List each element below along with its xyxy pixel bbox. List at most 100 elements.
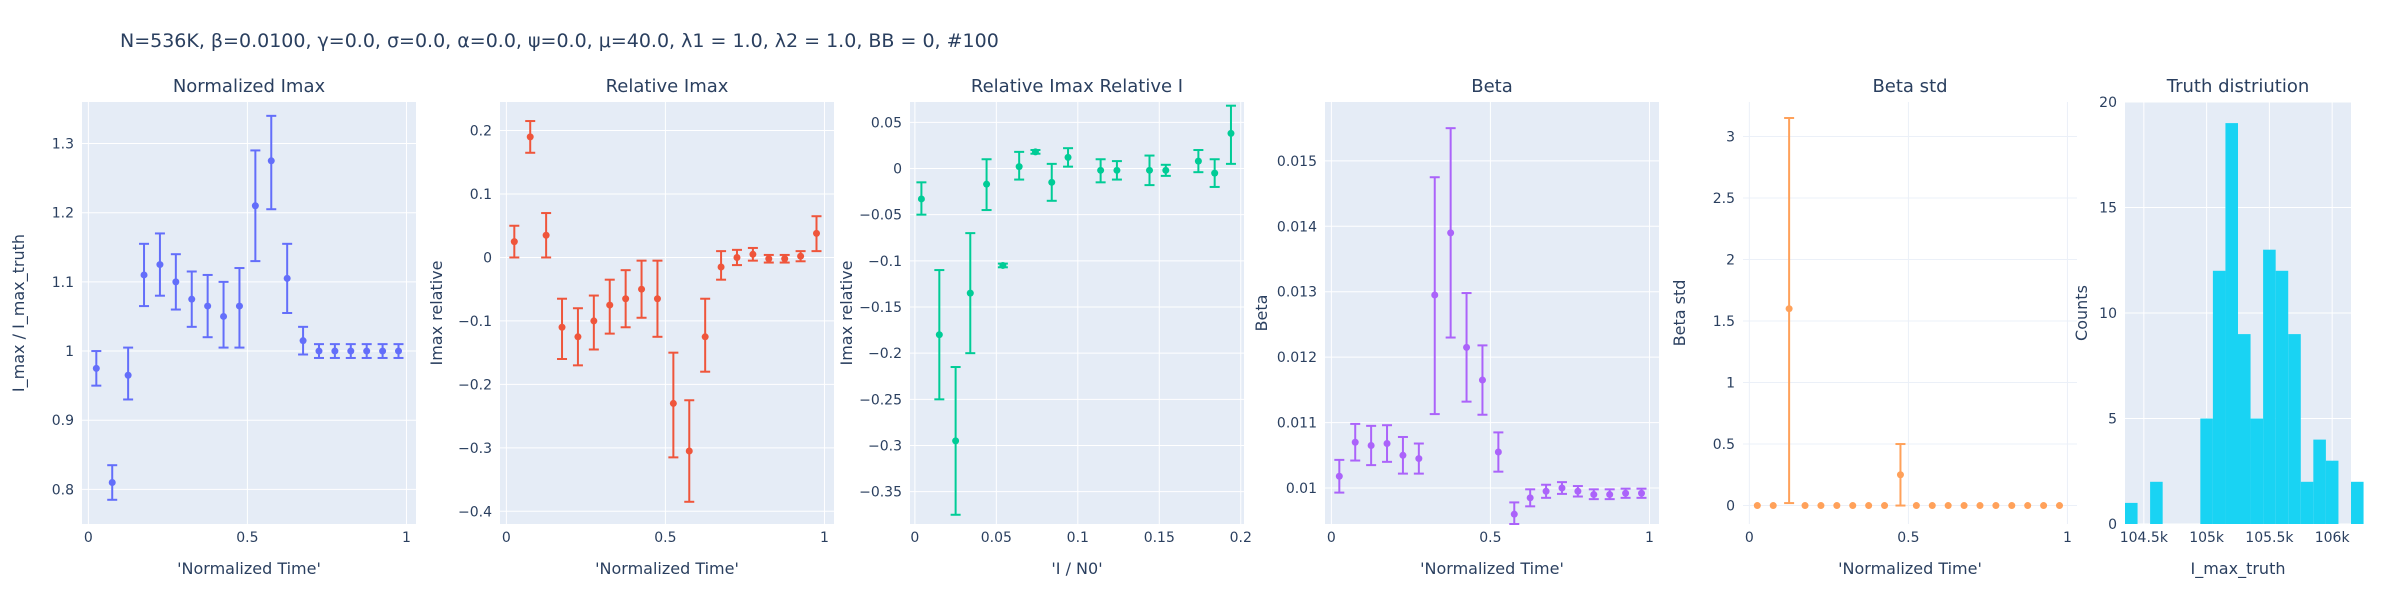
x-tick-label: 0 <box>1327 530 1336 546</box>
data-point <box>92 364 100 372</box>
data-point <box>733 253 741 261</box>
data-point <box>108 478 116 486</box>
data-point <box>1849 502 1857 510</box>
x-axis-label: 'Normalized Time' <box>1838 559 1982 578</box>
data-point <box>1478 376 1486 384</box>
data-point <box>172 278 180 286</box>
panel-title: Normalized Imax <box>173 76 326 97</box>
data-point <box>1064 153 1072 161</box>
x-tick-label: 0.05 <box>981 530 1012 546</box>
plot-background <box>1743 102 2077 524</box>
data-point <box>1574 487 1582 495</box>
histogram-bar <box>2150 481 2163 524</box>
y-tick-label: −0.2 <box>868 346 902 362</box>
data-point <box>510 238 518 246</box>
data-point <box>797 252 805 260</box>
data-point <box>1146 166 1154 174</box>
data-point <box>1510 510 1518 518</box>
data-point <box>653 295 661 303</box>
panel-title: Relative Imax <box>606 76 729 97</box>
histogram-bar <box>2200 418 2213 524</box>
data-point <box>1494 448 1502 456</box>
data-point <box>1769 502 1777 510</box>
x-tick-label: 106k <box>2315 530 2351 546</box>
y-tick-label: 0 <box>893 161 902 177</box>
panel-title: Beta std <box>1872 76 1947 97</box>
data-point <box>1383 440 1391 448</box>
data-point <box>638 285 646 293</box>
y-tick-label: 0.012 <box>1277 350 1317 366</box>
data-point <box>1526 494 1534 502</box>
y-tick-label: 0.5 <box>1713 437 1735 453</box>
data-point <box>952 437 960 445</box>
data-point <box>1960 502 1968 510</box>
x-tick-label: 1 <box>1645 530 1654 546</box>
data-point <box>1227 129 1235 137</box>
y-tick-label: −0.05 <box>859 208 902 224</box>
data-point <box>299 337 307 345</box>
x-tick-label: 0.15 <box>1144 530 1175 546</box>
histogram-bar <box>2250 418 2264 524</box>
y-tick-label: −0.35 <box>859 485 902 501</box>
data-point <box>1335 472 1343 480</box>
data-point <box>685 447 693 455</box>
data-point <box>1590 491 1598 499</box>
data-point <box>1431 291 1439 299</box>
data-point <box>606 301 614 309</box>
x-tick-label: 0.5 <box>1897 530 1919 546</box>
plot-background <box>82 102 416 524</box>
x-tick-label: 0 <box>910 530 919 546</box>
histogram-bar <box>2288 334 2301 524</box>
y-tick-label: −0.3 <box>868 439 902 455</box>
y-axis-label: I_max / I_max_truth <box>9 234 29 392</box>
data-point <box>1944 502 1952 510</box>
x-tick-label: 0.1 <box>1067 530 1089 546</box>
y-tick-label: 0.011 <box>1277 416 1317 432</box>
data-point <box>251 202 259 210</box>
histogram-bar <box>2325 460 2339 524</box>
x-tick-label: 0 <box>1745 530 1754 546</box>
y-tick-label: −0.3 <box>458 441 492 457</box>
data-point <box>267 157 275 165</box>
data-point <box>1992 502 2000 510</box>
data-point <box>999 261 1007 269</box>
data-point <box>379 347 387 355</box>
histogram-bar <box>2275 270 2289 524</box>
histogram-bar <box>2238 334 2251 524</box>
y-tick-label: 20 <box>2099 95 2117 111</box>
data-point <box>1753 502 1761 510</box>
data-point <box>781 255 789 263</box>
data-point <box>813 229 821 237</box>
y-tick-label: 0 <box>1726 499 1735 515</box>
y-tick-label: 0.014 <box>1277 219 1317 235</box>
x-tick-label: 0.5 <box>1479 530 1501 546</box>
data-point <box>1785 305 1793 313</box>
data-point <box>2024 502 2032 510</box>
data-point <box>2008 502 2016 510</box>
data-point <box>395 347 403 355</box>
y-tick-label: 0.1 <box>470 187 492 203</box>
y-tick-label: 1.2 <box>52 206 74 222</box>
data-point <box>701 333 709 341</box>
histogram-bar <box>2263 249 2276 524</box>
y-tick-label: 0.013 <box>1277 285 1317 301</box>
x-tick-label: 0 <box>502 530 511 546</box>
data-point <box>1976 502 1984 510</box>
data-point <box>1622 489 1630 497</box>
y-tick-label: 0 <box>483 250 492 266</box>
y-axis-label: Beta std <box>1670 280 1689 347</box>
data-point <box>1463 343 1471 351</box>
data-point <box>622 295 630 303</box>
data-point <box>347 347 355 355</box>
data-point <box>1801 502 1809 510</box>
y-tick-label: 2 <box>1726 252 1735 268</box>
data-point <box>542 231 550 239</box>
x-axis-label: I_max_truth <box>2191 559 2286 579</box>
y-tick-label: −0.2 <box>458 377 492 393</box>
data-point <box>204 302 212 310</box>
data-point <box>765 255 773 263</box>
data-point <box>1113 166 1121 174</box>
y-tick-label: −0.4 <box>458 504 492 520</box>
panel-title: Truth distriution <box>2166 76 2310 97</box>
x-axis-label: 'Normalized Time' <box>177 559 321 578</box>
